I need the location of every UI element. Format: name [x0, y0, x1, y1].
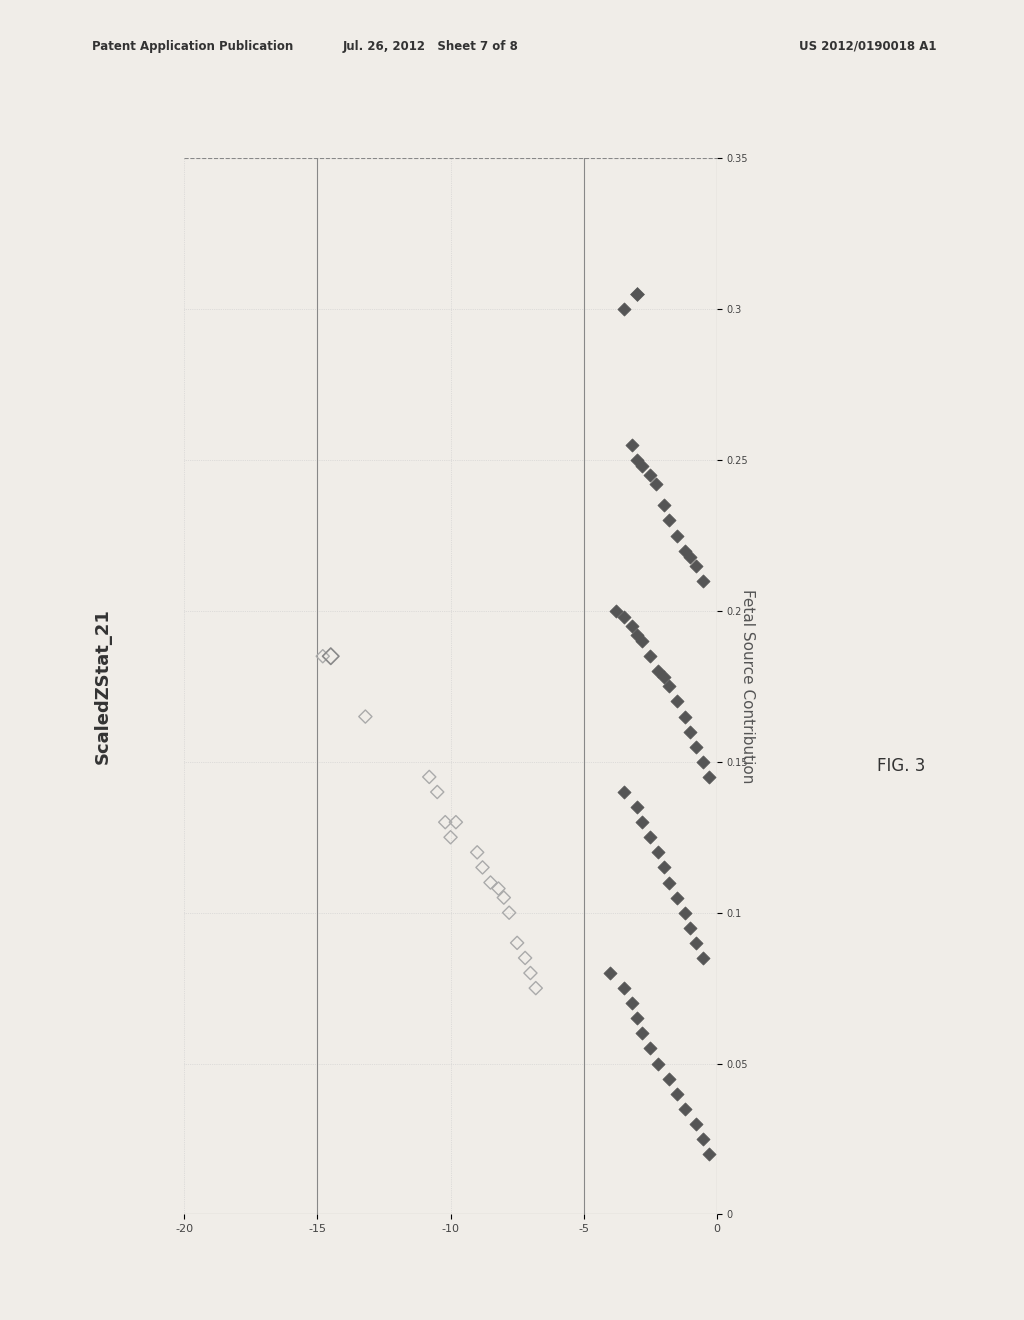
- Point: [527, 978, 544, 999]
- Point: [490, 878, 507, 899]
- Point: [660, 510, 677, 531]
- Point: [482, 873, 499, 894]
- Point: [677, 540, 693, 561]
- Point: [629, 284, 645, 305]
- Point: [602, 962, 618, 983]
- Point: [522, 962, 539, 983]
- Point: [517, 948, 534, 969]
- Point: [677, 902, 693, 923]
- Text: ScaledZStat_21: ScaledZStat_21: [93, 609, 112, 764]
- Point: [615, 781, 632, 803]
- Point: [687, 932, 703, 953]
- Point: [615, 978, 632, 999]
- Point: [509, 932, 525, 953]
- Point: [615, 298, 632, 319]
- Point: [660, 1068, 677, 1089]
- Point: [501, 902, 517, 923]
- Point: [634, 631, 650, 652]
- Point: [682, 721, 698, 742]
- Point: [700, 767, 717, 788]
- Text: Patent Application Publication: Patent Application Publication: [92, 40, 294, 53]
- Point: [669, 1084, 685, 1105]
- Point: [695, 948, 712, 969]
- Point: [447, 812, 464, 833]
- Point: [687, 1113, 703, 1134]
- Point: [496, 887, 512, 908]
- Text: Jul. 26, 2012   Sheet 7 of 8: Jul. 26, 2012 Sheet 7 of 8: [342, 40, 518, 53]
- Point: [323, 645, 339, 667]
- Point: [474, 857, 490, 878]
- Point: [642, 1038, 658, 1059]
- Point: [642, 645, 658, 667]
- Point: [650, 661, 667, 682]
- Point: [677, 1098, 693, 1119]
- Point: [695, 1129, 712, 1150]
- Point: [660, 873, 677, 894]
- Point: [695, 751, 712, 772]
- Point: [469, 842, 485, 863]
- Point: [421, 767, 437, 788]
- Point: [660, 676, 677, 697]
- Point: [682, 546, 698, 568]
- Point: [624, 993, 640, 1014]
- Point: [629, 450, 645, 471]
- Point: [429, 781, 445, 803]
- Point: [700, 1143, 717, 1164]
- Point: [615, 606, 632, 627]
- Point: [642, 826, 658, 847]
- Point: [357, 706, 374, 727]
- Point: [655, 667, 672, 688]
- Point: [634, 812, 650, 833]
- Point: [314, 645, 331, 667]
- Point: [642, 465, 658, 486]
- Text: FIG. 3: FIG. 3: [877, 756, 926, 775]
- Point: [650, 842, 667, 863]
- Point: [634, 1023, 650, 1044]
- Point: [629, 796, 645, 817]
- Point: [647, 474, 664, 495]
- Point: [437, 812, 454, 833]
- Point: [687, 556, 703, 577]
- Text: Fetal Source Contribution: Fetal Source Contribution: [740, 589, 755, 784]
- Point: [669, 525, 685, 546]
- Point: [629, 1007, 645, 1028]
- Point: [655, 495, 672, 516]
- Point: [687, 737, 703, 758]
- Point: [650, 1053, 667, 1074]
- Point: [624, 434, 640, 455]
- Point: [682, 917, 698, 939]
- Point: [624, 615, 640, 636]
- Point: [669, 690, 685, 711]
- Point: [655, 857, 672, 878]
- Point: [607, 601, 624, 622]
- Point: [669, 887, 685, 908]
- Text: US 2012/0190018 A1: US 2012/0190018 A1: [799, 40, 936, 53]
- Point: [634, 455, 650, 477]
- Point: [677, 706, 693, 727]
- Point: [629, 624, 645, 645]
- Point: [695, 570, 712, 591]
- Point: [442, 826, 459, 847]
